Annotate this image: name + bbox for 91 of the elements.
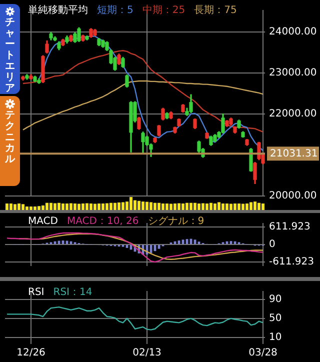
bar [90,204,92,210]
text: シグナル：9 [148,216,204,227]
text: 短期：5 [97,5,134,16]
text: 長期：75 [194,5,237,16]
side-tab: テクニカル [0,96,20,186]
bar [10,204,12,210]
bar [234,204,236,210]
bar [14,204,16,210]
bar [178,203,180,210]
bar [194,202,196,210]
bar [222,204,224,210]
bar [254,202,256,210]
bar [78,204,80,210]
x-tick-label: 03/28 [248,348,278,359]
bar [202,203,204,210]
bar [246,204,248,210]
y-tick-label: 50 [269,313,282,324]
series-label: RSI：14 [53,287,92,298]
bar [114,202,116,210]
bar [150,202,152,210]
bar [166,204,168,210]
bar [102,204,104,210]
bar [58,202,60,210]
annotation: チャートエリア [4,17,16,94]
bar [190,202,192,210]
bar [54,203,56,210]
bar [34,206,36,210]
bar [158,202,160,210]
bar [86,203,88,210]
bar [50,202,52,210]
bar [62,204,64,210]
bar [18,204,20,210]
bar [170,204,172,210]
y-tick-label: 20000.00 [269,190,317,202]
bar [38,206,40,210]
text: 中期：25 [142,5,186,16]
x-tick-label: 02/13 [132,348,162,359]
bar [70,203,72,210]
y-tick-label: 0 [269,239,276,250]
bar [22,204,24,210]
bar [242,204,244,210]
bar [154,202,156,210]
bar [6,204,8,210]
y-tick-label: 90 [269,294,282,306]
bar [198,204,200,210]
chart-title: MACD [28,216,58,227]
bar [218,202,220,210]
annotation: テクニカル [4,110,16,165]
bar [98,204,100,210]
bar [118,202,120,210]
y-tick-label: 22000.00 [269,108,317,120]
bar [230,204,232,210]
y-tick-label: -611.923 [269,256,314,268]
bar [42,205,44,210]
bar [110,202,112,210]
bar [82,204,84,210]
bar [74,204,76,210]
y-tick-label: 23000.00 [269,67,317,78]
series-label: MACD：10, 26 [66,216,139,227]
bar [106,203,108,210]
y-tick-label: 10 [269,332,282,343]
bar [174,204,176,210]
bar [26,206,28,210]
side-tab: チャートエリア [0,4,20,94]
x-tick-label: 12/26 [16,348,46,359]
bar [130,197,132,210]
bar [146,202,148,210]
y-tick-label: 24000.00 [269,26,317,38]
bar [142,202,144,210]
chart-title: RSI [28,287,44,298]
ref-line-label: 21031.31 [270,148,318,160]
bar [30,206,32,210]
bar [46,202,48,210]
bar [226,204,228,210]
bar [182,204,184,210]
bar [238,204,240,210]
bar [214,204,216,210]
chart-title: 単純移動平均 [28,5,88,16]
bar [210,202,212,210]
bar [186,202,188,210]
bar [94,204,96,210]
bar [206,204,208,210]
bar [138,200,140,210]
bar [258,202,260,210]
bar [134,200,136,210]
bar [122,202,124,210]
bar [262,204,264,210]
y-tick-label: 611.923 [269,222,310,233]
bar [162,204,164,210]
bar [250,202,252,210]
bar [66,204,68,210]
